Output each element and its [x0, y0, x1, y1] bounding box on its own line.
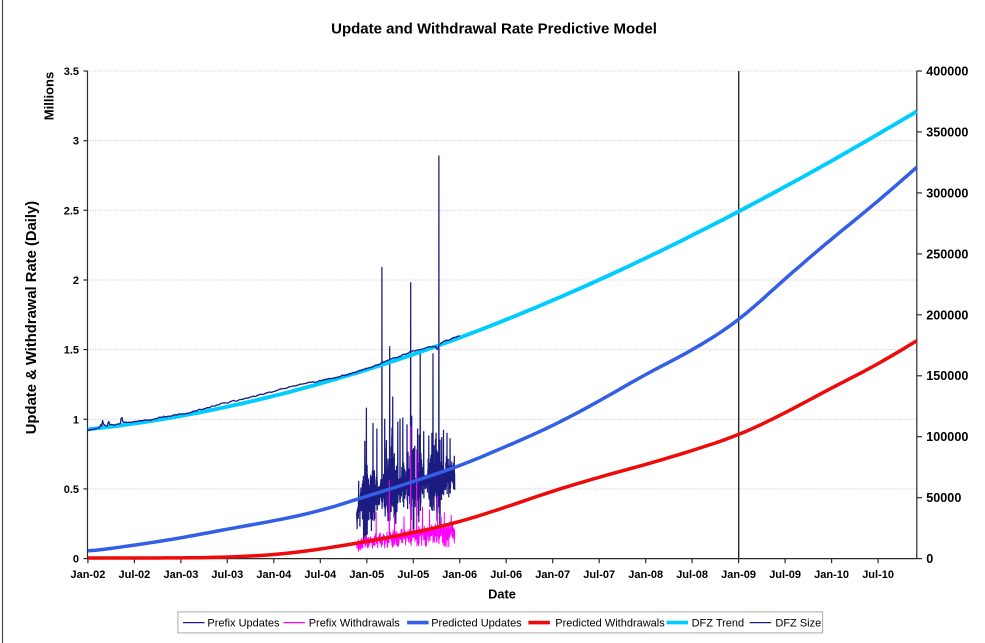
svg-text:Jan-06: Jan-06 — [442, 569, 477, 581]
svg-text:Jan-04: Jan-04 — [256, 569, 292, 581]
svg-text:DFZ Size: DFZ Size — [775, 618, 821, 630]
svg-text:Jan-09: Jan-09 — [721, 569, 756, 581]
svg-text:200000: 200000 — [926, 308, 968, 322]
svg-text:Jul-05: Jul-05 — [397, 569, 429, 581]
svg-text:3: 3 — [73, 136, 79, 148]
svg-text:DFZ Trend: DFZ Trend — [692, 618, 745, 630]
svg-text:Jan-05: Jan-05 — [349, 569, 384, 581]
svg-text:0: 0 — [926, 552, 933, 566]
svg-text:Jan-07: Jan-07 — [535, 569, 570, 581]
svg-text:Jan-03: Jan-03 — [163, 569, 198, 581]
svg-text:100000: 100000 — [926, 430, 968, 444]
svg-text:350000: 350000 — [926, 125, 968, 139]
svg-text:Update and Withdrawal Rate Pre: Update and Withdrawal Rate Predictive Mo… — [331, 21, 657, 38]
svg-text:Update & Withdrawal Rate (Dail: Update & Withdrawal Rate (Daily) — [24, 201, 40, 434]
svg-text:2.5: 2.5 — [64, 205, 79, 217]
svg-text:Prefix Updates: Prefix Updates — [207, 618, 280, 630]
svg-text:Jan-10: Jan-10 — [814, 569, 849, 581]
svg-text:Millions: Millions — [42, 72, 57, 120]
svg-text:Jan-02: Jan-02 — [70, 569, 105, 581]
svg-text:Predicted Updates: Predicted Updates — [431, 618, 522, 630]
svg-text:Prefix Withdrawals: Prefix Withdrawals — [309, 618, 401, 630]
svg-text:1.5: 1.5 — [64, 345, 79, 357]
svg-text:400000: 400000 — [926, 65, 968, 79]
svg-text:1: 1 — [73, 414, 79, 426]
svg-text:150000: 150000 — [926, 369, 968, 383]
svg-text:Jul-08: Jul-08 — [676, 569, 708, 581]
svg-text:Jul-06: Jul-06 — [490, 569, 522, 581]
svg-text:Jul-10: Jul-10 — [862, 569, 894, 581]
svg-text:Date: Date — [488, 587, 516, 602]
svg-text:0.5: 0.5 — [64, 484, 79, 496]
svg-text:Jul-02: Jul-02 — [119, 569, 151, 581]
svg-text:Jul-09: Jul-09 — [769, 569, 801, 581]
svg-text:50000: 50000 — [926, 491, 961, 505]
svg-text:2: 2 — [73, 275, 79, 287]
svg-text:Jul-03: Jul-03 — [211, 569, 243, 581]
svg-text:0: 0 — [73, 554, 79, 566]
svg-text:Jan-08: Jan-08 — [628, 569, 663, 581]
svg-text:Jul-04: Jul-04 — [304, 569, 337, 581]
svg-text:300000: 300000 — [926, 186, 968, 200]
svg-text:3.5: 3.5 — [64, 66, 79, 78]
svg-text:Predicted Withdrawals: Predicted Withdrawals — [555, 618, 665, 630]
svg-text:250000: 250000 — [926, 247, 968, 261]
svg-text:Jul-07: Jul-07 — [583, 569, 615, 581]
